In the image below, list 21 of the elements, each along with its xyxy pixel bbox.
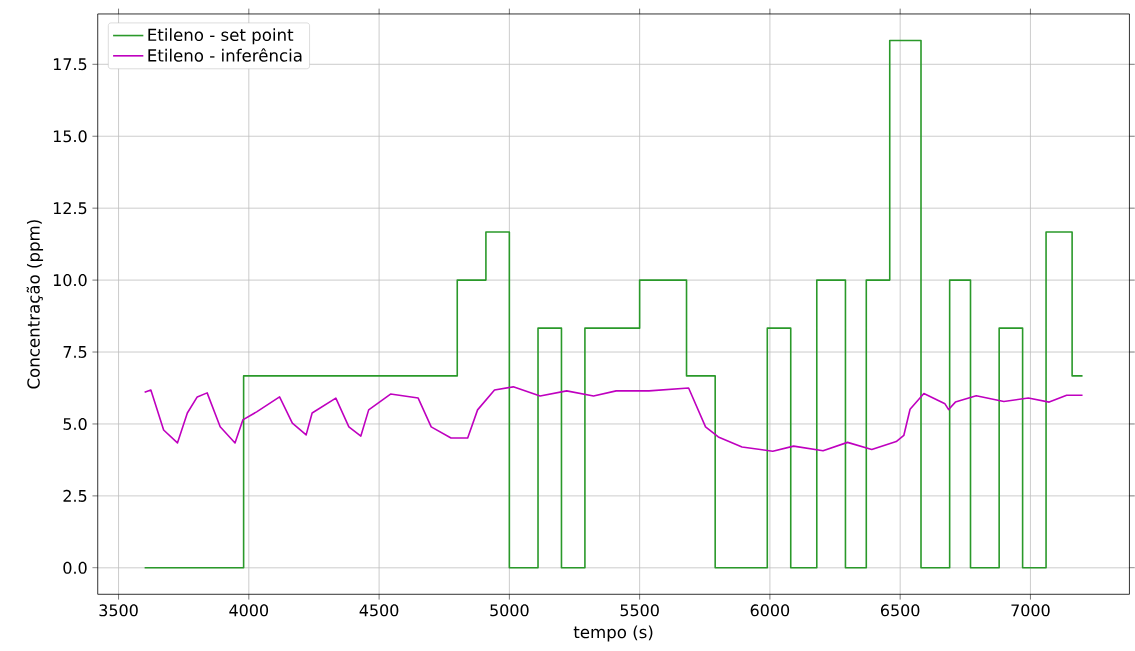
y-axis-title: Concentração (ppm) — [26, 220, 44, 389]
x-tick-label: 6000 — [750, 604, 790, 617]
x-tick-label: 4500 — [359, 604, 399, 617]
legend-label: Etileno - set point — [148, 28, 294, 45]
y-tick-label: 0.0 — [63, 561, 87, 574]
x-tick-label: 5000 — [490, 604, 529, 617]
x-tick-label: 3500 — [99, 604, 138, 617]
y-tick-label: 5.0 — [63, 417, 87, 430]
x-tick-label: 4000 — [229, 604, 269, 617]
x-tick-label: 6500 — [880, 604, 920, 617]
y-tick-label: 17.5 — [53, 58, 87, 71]
y-tick-label: 2.5 — [63, 489, 87, 502]
x-axis-title: tempo (s) — [573, 625, 653, 642]
x-tick-label: 7000 — [1011, 604, 1050, 617]
y-tick-label: 15.0 — [53, 130, 87, 143]
y-tick-label: 12.5 — [53, 202, 87, 215]
legend-label: Etileno - inferência — [148, 48, 302, 62]
y-tick-label: 10.0 — [53, 274, 87, 287]
line-series — [143, 385, 1084, 453]
y-tick-label: 7.5 — [63, 346, 87, 358]
x-tick-label: 5500 — [620, 604, 659, 617]
